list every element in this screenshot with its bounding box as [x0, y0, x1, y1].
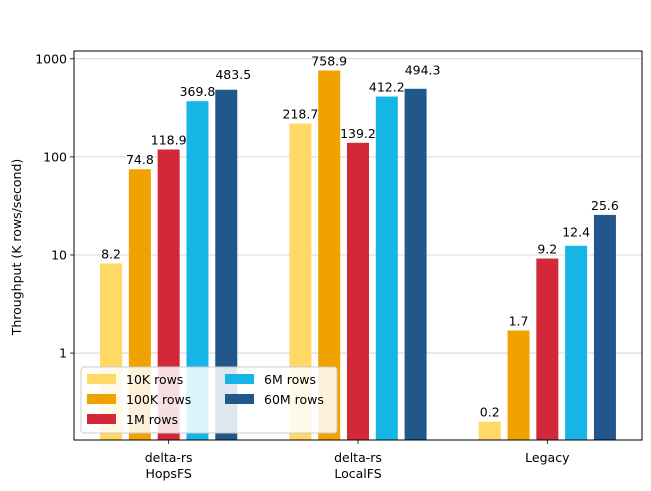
data-label: 483.5 [215, 67, 251, 82]
x-tick-label: delta-rs [334, 450, 382, 465]
data-label: 9.2 [537, 242, 557, 257]
bar [565, 245, 588, 440]
data-labels: 8.2 218.7 0.2 74.8 758.9 1.7 118.9 139.2 9.2 369.… [101, 54, 619, 420]
x-tick-label: Legacy [525, 450, 570, 465]
data-label: 412.2 [369, 80, 405, 95]
legend-swatch [87, 374, 116, 384]
data-label: 12.4 [562, 225, 590, 240]
legend-swatch [87, 394, 116, 404]
data-label: 0.2 [480, 405, 500, 420]
x-tick-label: delta-rs [145, 450, 193, 465]
legend-label: 6M rows [264, 372, 316, 387]
data-label: 118.9 [151, 132, 187, 147]
bar [289, 123, 312, 441]
legend: 10K rows 100K rows 1M rows 6M rows 60M rows [80, 366, 338, 434]
y-tick-label: 100 [43, 149, 67, 164]
bar [536, 258, 559, 440]
bar [215, 89, 238, 440]
legend-swatch [225, 374, 254, 384]
data-label: 139.2 [340, 126, 376, 141]
bar [186, 101, 209, 441]
data-label: 74.8 [126, 152, 154, 167]
data-label: 758.9 [311, 54, 347, 69]
y-tick-label: 1 [59, 346, 67, 361]
y-axis-ticks: 1 10 100 1000 [35, 51, 74, 361]
bar [375, 96, 398, 440]
data-label: 8.2 [101, 246, 121, 261]
data-label: 369.8 [180, 84, 216, 99]
bar [478, 421, 501, 440]
x-tick-label: LocalFS [334, 466, 381, 481]
data-label: 494.3 [405, 63, 441, 78]
legend-label: 60M rows [264, 392, 324, 407]
data-label: 25.6 [591, 198, 619, 213]
bar [593, 214, 616, 440]
legend-swatch [225, 394, 254, 404]
data-label: 218.7 [283, 107, 319, 122]
legend-label: 10K rows [126, 372, 183, 387]
y-axis-label: Throughput (K rows/second) [9, 159, 24, 337]
bar [318, 70, 341, 440]
legend-label: 1M rows [126, 412, 178, 427]
data-label: 1.7 [509, 313, 529, 328]
x-tick-label: HopsFS [145, 466, 191, 481]
bar [347, 142, 369, 441]
bar [404, 88, 427, 441]
y-tick-label: 1000 [35, 51, 67, 66]
legend-box [80, 366, 338, 434]
bar [507, 330, 530, 440]
legend-label: 100K rows [126, 392, 191, 407]
y-tick-label: 10 [51, 247, 67, 262]
legend-swatch [87, 414, 116, 424]
